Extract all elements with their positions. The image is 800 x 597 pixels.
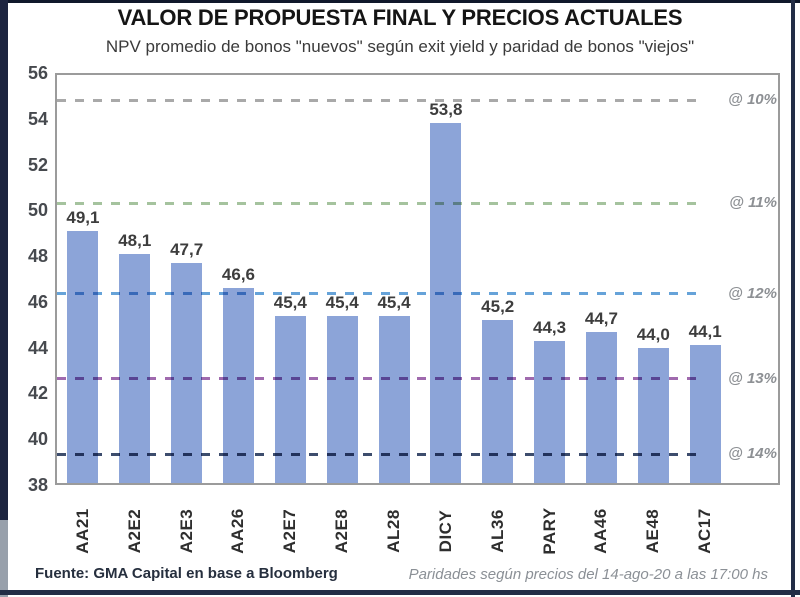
x-axis-tick-label: AA46 bbox=[591, 508, 611, 554]
bar bbox=[171, 262, 203, 483]
exit-yield-reference-line bbox=[57, 201, 697, 205]
plot-area bbox=[55, 73, 780, 485]
x-axis-tick-label: DICY bbox=[435, 509, 455, 553]
bar-value-label: 48,1 bbox=[118, 230, 152, 250]
x-axis-tick-label: AA26 bbox=[228, 508, 248, 554]
bar-value-label: 44,7 bbox=[584, 308, 618, 328]
y-axis-tick-label: 50 bbox=[27, 200, 48, 221]
bar bbox=[430, 123, 462, 483]
bar-value-label: 53,8 bbox=[429, 100, 463, 120]
parity-note: Paridades según precios del 14-ago-20 a … bbox=[408, 566, 768, 583]
x-axis-tick-label: PARY bbox=[539, 507, 559, 555]
y-axis-tick-label: 38 bbox=[27, 475, 48, 495]
exit-yield-reference-line bbox=[57, 452, 697, 456]
bar-value-label: 49,1 bbox=[66, 207, 100, 227]
x-axis-tick-label: AE48 bbox=[643, 508, 663, 554]
bar bbox=[534, 340, 566, 483]
bar-value-label: 44,0 bbox=[636, 324, 670, 344]
exit-yield-reference-line bbox=[57, 292, 697, 296]
bar-value-label: 44,3 bbox=[533, 317, 567, 337]
bar bbox=[274, 315, 306, 483]
exit-yield-label: @ 11% bbox=[729, 194, 777, 212]
x-axis-tick-label: A2E2 bbox=[124, 508, 144, 554]
x-axis-tick-label: A2E8 bbox=[332, 508, 352, 554]
y-axis-tick-label: 56 bbox=[27, 63, 48, 83]
y-axis-tick-label: 40 bbox=[27, 429, 48, 450]
bar-value-label: 45,4 bbox=[273, 292, 307, 312]
bar bbox=[119, 253, 151, 483]
exit-yield-reference-line bbox=[57, 98, 697, 102]
bar-value-label: 46,6 bbox=[221, 265, 256, 285]
exit-yield-label: @ 10% bbox=[728, 91, 777, 109]
frame-border-top bbox=[0, 0, 800, 3]
bar bbox=[378, 315, 410, 483]
frame-border-right bbox=[791, 0, 795, 597]
exit-yield-label: @ 13% bbox=[728, 369, 777, 387]
bar-value-label: 47,7 bbox=[170, 239, 204, 259]
y-axis-tick-label: 42 bbox=[27, 383, 48, 404]
y-axis-tick-label: 52 bbox=[27, 154, 48, 175]
y-axis-tick-label: 46 bbox=[27, 291, 48, 312]
bar-value-label: 44,1 bbox=[688, 322, 722, 342]
x-axis-tick-label: AL36 bbox=[487, 509, 507, 553]
bar bbox=[637, 347, 669, 483]
x-axis-tick-label: AL28 bbox=[384, 509, 404, 553]
source-attribution: Fuente: GMA Capital en base a Bloomberg bbox=[35, 565, 338, 582]
x-axis-tick-label: AC17 bbox=[695, 508, 715, 554]
chart-subtitle: NPV promedio de bonos "nuevos" según exi… bbox=[105, 37, 695, 56]
bar bbox=[67, 230, 99, 483]
bar bbox=[222, 288, 254, 483]
bar bbox=[689, 345, 721, 483]
exit-yield-label: @ 14% bbox=[728, 445, 777, 463]
frame-border-bottom bbox=[0, 590, 800, 595]
frame-border-left bbox=[0, 0, 8, 597]
x-axis-tick-label: A2E3 bbox=[176, 508, 196, 554]
exit-yield-reference-line bbox=[57, 377, 697, 381]
x-axis-tick-label: AA21 bbox=[72, 508, 92, 554]
bar-value-label: 45,2 bbox=[481, 297, 515, 317]
bar bbox=[326, 315, 358, 483]
y-axis-tick-label: 54 bbox=[27, 108, 48, 129]
bar-value-label: 45,4 bbox=[377, 292, 411, 312]
bar bbox=[585, 331, 617, 483]
page-title: VALOR DE PROPUESTA FINAL Y PRECIOS ACTUA… bbox=[117, 5, 683, 30]
y-axis-tick-label: 44 bbox=[27, 337, 48, 358]
y-axis-tick-label: 48 bbox=[27, 246, 48, 267]
bar-value-label: 45,4 bbox=[325, 292, 359, 312]
x-axis-tick-label: A2E7 bbox=[280, 508, 300, 554]
bar bbox=[482, 320, 514, 483]
exit-yield-label: @ 12% bbox=[728, 284, 777, 302]
